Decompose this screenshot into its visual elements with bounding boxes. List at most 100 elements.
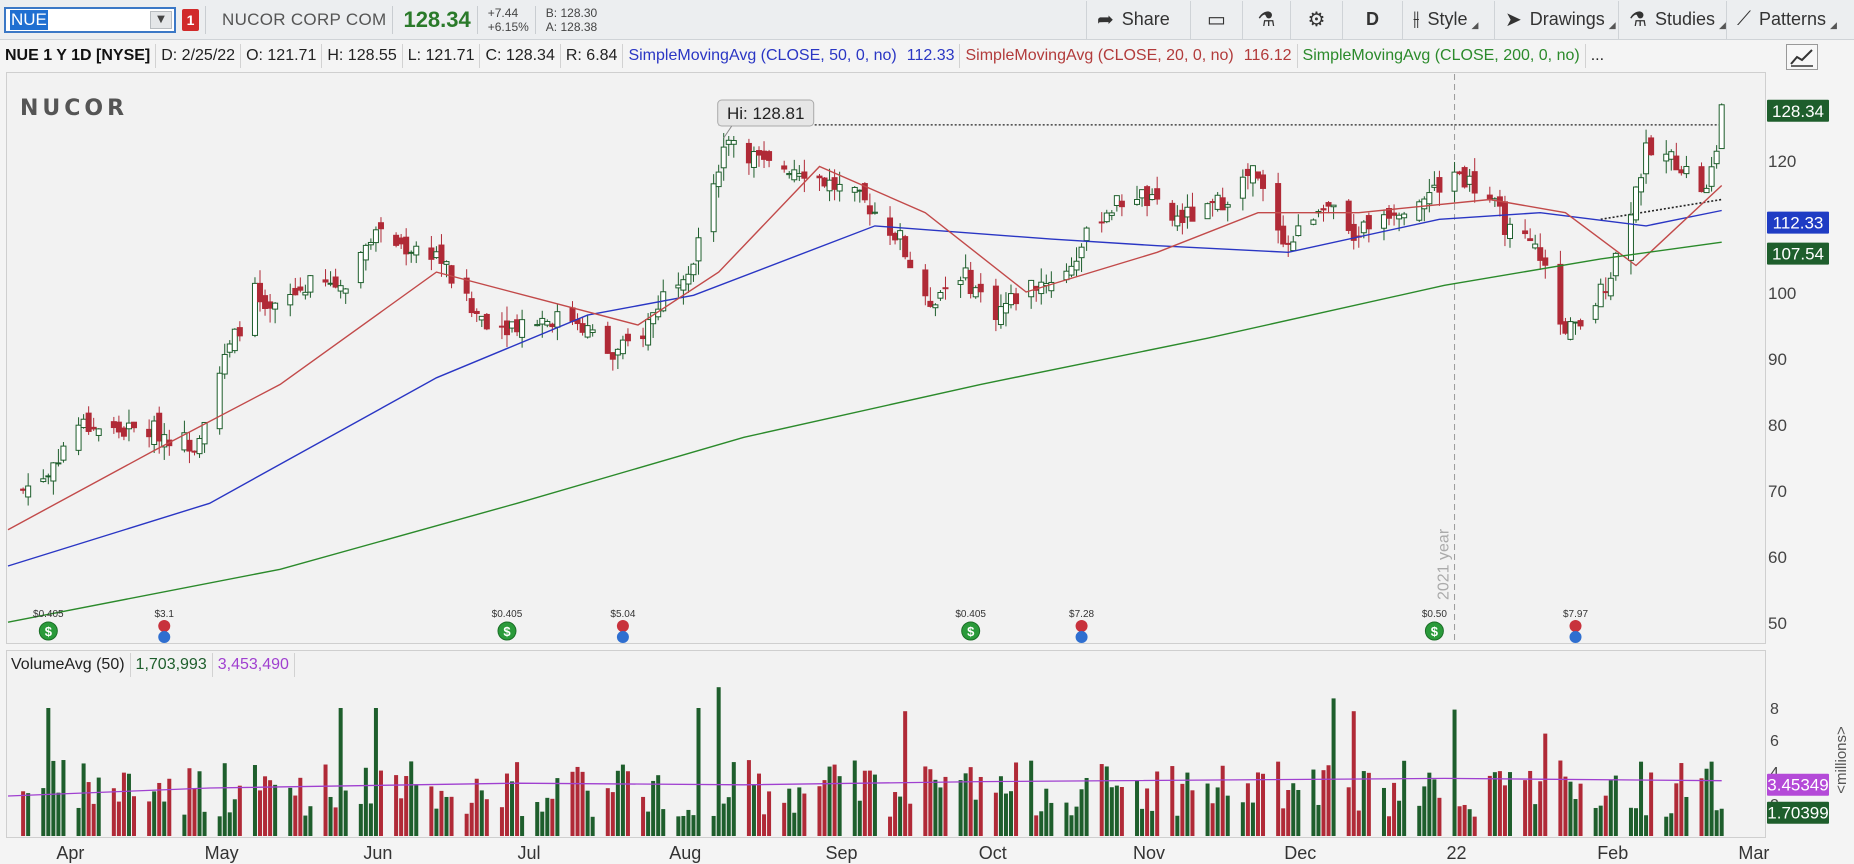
- volume-bar[interactable]: [1220, 765, 1225, 836]
- volume-bar[interactable]: [1523, 780, 1528, 836]
- earnings-info-icon[interactable]: [158, 631, 171, 643]
- volume-bar[interactable]: [1180, 783, 1185, 836]
- candle[interactable]: [1295, 225, 1302, 237]
- candle[interactable]: [146, 428, 153, 438]
- candle[interactable]: [1703, 187, 1710, 194]
- candle[interactable]: [1068, 265, 1075, 276]
- candle[interactable]: [186, 439, 193, 452]
- candle[interactable]: [151, 420, 158, 445]
- volume-bar[interactable]: [1145, 788, 1150, 836]
- volume-bar[interactable]: [1079, 789, 1084, 836]
- candle[interactable]: [766, 151, 773, 161]
- volume-bar[interactable]: [580, 771, 585, 836]
- candle[interactable]: [1416, 201, 1423, 221]
- volume-bar[interactable]: [298, 777, 303, 836]
- earnings-icon[interactable]: [1569, 620, 1582, 632]
- candle[interactable]: [1380, 214, 1387, 229]
- volume-bar[interactable]: [898, 796, 903, 836]
- volume-bar[interactable]: [998, 776, 1003, 836]
- candle[interactable]: [398, 237, 405, 245]
- candle[interactable]: [1461, 167, 1468, 188]
- volume-bar[interactable]: [1558, 760, 1563, 836]
- volume-bar[interactable]: [540, 811, 545, 836]
- high-tooltip-box[interactable]: [717, 99, 815, 127]
- candle[interactable]: [413, 245, 420, 256]
- volume-bar[interactable]: [1276, 761, 1281, 836]
- volume-bar[interactable]: [893, 792, 898, 836]
- volume-bar[interactable]: [681, 815, 686, 836]
- volume-bar[interactable]: [1644, 815, 1649, 836]
- volume-bar[interactable]: [837, 776, 842, 836]
- candle[interactable]: [262, 295, 269, 310]
- volume-study-label[interactable]: VolumeAvg (50): [6, 653, 131, 677]
- candle[interactable]: [1108, 212, 1115, 216]
- earnings-info-icon[interactable]: [1075, 631, 1088, 643]
- volume-bar[interactable]: [1003, 793, 1008, 836]
- candle[interactable]: [967, 269, 974, 295]
- volume-bar[interactable]: [1009, 791, 1014, 836]
- candle[interactable]: [216, 372, 223, 430]
- volume-bar[interactable]: [76, 807, 81, 836]
- candle[interactable]: [1063, 270, 1070, 281]
- candle[interactable]: [932, 304, 939, 309]
- volume-bar[interactable]: [590, 816, 595, 836]
- candle[interactable]: [997, 306, 1004, 326]
- volume-bar[interactable]: [21, 791, 26, 836]
- volume-bar[interactable]: [676, 816, 681, 836]
- volume-bar[interactable]: [620, 764, 625, 836]
- candle[interactable]: [468, 298, 475, 314]
- volume-bar[interactable]: [782, 802, 787, 836]
- earnings-icon[interactable]: [1075, 620, 1088, 632]
- candle[interactable]: [478, 315, 485, 321]
- candle[interactable]: [1360, 221, 1367, 234]
- candle[interactable]: [1542, 257, 1549, 266]
- volume-bar[interactable]: [888, 816, 893, 836]
- volume-bar[interactable]: [1452, 709, 1457, 836]
- candle[interactable]: [1572, 321, 1579, 324]
- candle[interactable]: [1002, 302, 1009, 314]
- volume-bar[interactable]: [1281, 808, 1286, 836]
- support-line[interactable]: [1600, 198, 1722, 221]
- volume-bar[interactable]: [1608, 780, 1613, 836]
- volume-bar[interactable]: [802, 793, 807, 836]
- earnings-icon[interactable]: [616, 620, 629, 632]
- volume-bar[interactable]: [1296, 789, 1301, 836]
- candle[interactable]: [473, 310, 480, 315]
- volume-bar[interactable]: [363, 767, 368, 836]
- candle[interactable]: [1668, 151, 1675, 160]
- candle[interactable]: [519, 319, 526, 338]
- candle[interactable]: [569, 307, 576, 322]
- volume-bar[interactable]: [1356, 810, 1361, 836]
- candle[interactable]: [75, 424, 82, 451]
- volume-bar[interactable]: [464, 813, 469, 836]
- volume-bar[interactable]: [908, 803, 913, 836]
- candle[interactable]: [791, 169, 798, 181]
- volume-bar[interactable]: [1497, 771, 1502, 836]
- volume-bar[interactable]: [1225, 795, 1230, 836]
- volume-bar[interactable]: [132, 796, 137, 836]
- candle[interactable]: [1713, 150, 1720, 165]
- candle[interactable]: [1592, 305, 1599, 320]
- candle[interactable]: [1169, 202, 1176, 221]
- candle[interactable]: [1401, 213, 1408, 219]
- volume-bar[interactable]: [429, 786, 434, 836]
- candle[interactable]: [196, 438, 203, 455]
- volume-bar[interactable]: [1351, 711, 1356, 836]
- volume-bar[interactable]: [1397, 800, 1402, 836]
- volume-bar[interactable]: [1039, 811, 1044, 836]
- candle[interactable]: [408, 251, 415, 254]
- volume-bar[interactable]: [157, 782, 162, 836]
- candle[interactable]: [236, 327, 243, 337]
- candle[interactable]: [690, 263, 697, 276]
- candle[interactable]: [1708, 166, 1715, 187]
- volume-bar[interactable]: [646, 811, 651, 836]
- candle[interactable]: [483, 313, 490, 330]
- candle[interactable]: [650, 312, 657, 325]
- candle[interactable]: [1527, 238, 1534, 242]
- candle[interactable]: [1537, 247, 1544, 261]
- candle[interactable]: [609, 352, 616, 360]
- volume-bar[interactable]: [474, 778, 479, 836]
- candle[interactable]: [367, 241, 374, 246]
- candle[interactable]: [272, 302, 279, 310]
- candle[interactable]: [1612, 252, 1619, 277]
